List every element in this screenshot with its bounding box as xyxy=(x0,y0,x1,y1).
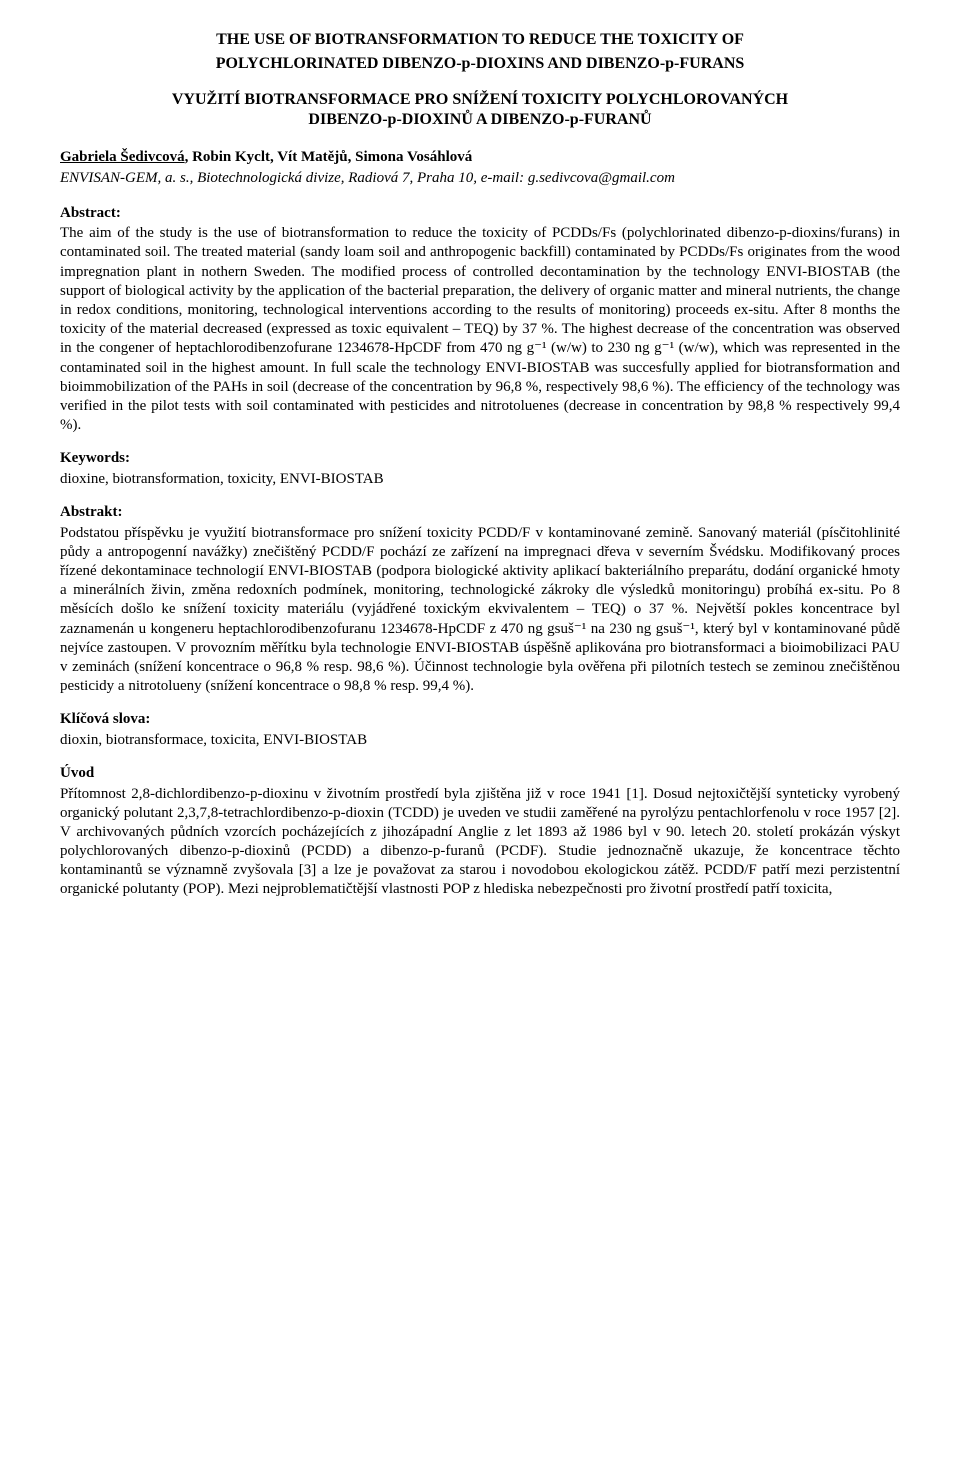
author-primary: Gabriela Šedivcová xyxy=(60,149,185,165)
title-czech: VYUŽITÍ BIOTRANSFORMACE PRO SNÍŽENÍ TOXI… xyxy=(60,90,900,130)
title-czech-line1: VYUŽITÍ BIOTRANSFORMACE PRO SNÍŽENÍ TOXI… xyxy=(172,91,788,108)
keywords-label: Keywords: xyxy=(60,449,900,468)
affiliation-line: ENVISAN-GEM, a. s., Biotechnologická div… xyxy=(60,169,900,188)
title-english-line2: POLYCHLORINATED DIBENZO-p-DIOXINS AND DI… xyxy=(60,54,900,74)
klicova-slova-body: dioxin, biotransformace, toxicita, ENVI-… xyxy=(60,731,900,750)
uvod-label: Úvod xyxy=(60,764,900,783)
title-czech-line2: DIBENZO-p-DIOXINŮ A DIBENZO-p-FURANŮ xyxy=(308,111,651,128)
authors-line: Gabriela Šedivcová, Robin Kyclt, Vít Mat… xyxy=(60,148,900,167)
klicova-slova-label: Klíčová slova: xyxy=(60,710,900,729)
keywords-body: dioxine, biotransformation, toxicity, EN… xyxy=(60,470,900,489)
abstrakt-label: Abstrakt: xyxy=(60,503,900,522)
abstract-body: The aim of the study is the use of biotr… xyxy=(60,224,900,435)
uvod-body: Přítomnost 2,8-dichlordibenzo-p-dioxinu … xyxy=(60,785,900,900)
authors-remaining: , Robin Kyclt, Vít Matějů, Simona Vosáhl… xyxy=(185,149,473,165)
title-english-line1: THE USE OF BIOTRANSFORMATION TO REDUCE T… xyxy=(60,30,900,50)
abstrakt-body: Podstatou příspěvku je využití biotransf… xyxy=(60,524,900,697)
abstract-label: Abstract: xyxy=(60,204,900,223)
